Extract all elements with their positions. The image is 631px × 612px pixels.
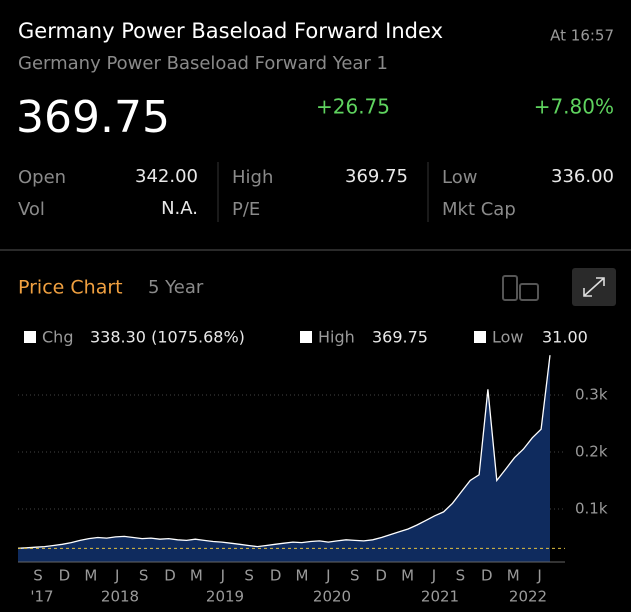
x-tick-label: S — [244, 567, 254, 585]
area — [18, 355, 550, 562]
x-tick-label: J — [431, 567, 436, 585]
subtitle: Germany Power Baseload Forward Year 1 — [18, 53, 388, 74]
x-tick-label: J — [220, 567, 225, 585]
x-tick-label: D — [481, 567, 493, 585]
price: 369.75 — [16, 92, 170, 143]
stat-label: Low — [442, 167, 477, 188]
year-label: '17 — [30, 588, 53, 606]
x-tick-label: M — [190, 567, 203, 585]
legend-swatch — [300, 331, 312, 343]
legend-value: 31.00 — [542, 328, 588, 347]
stat-label: Mkt Cap — [442, 199, 516, 220]
change-pct: +7.80% — [534, 95, 614, 119]
x-tick-label: D — [375, 567, 387, 585]
stat-value: 336.00 — [551, 166, 614, 187]
x-tick-label: S — [456, 567, 466, 585]
y-tick-label: 0.3k — [575, 386, 608, 404]
stat-label: P/E — [232, 199, 260, 220]
x-tick-label: D — [164, 567, 176, 585]
x-tick-label: M — [296, 567, 309, 585]
year-label: 2022 — [509, 588, 547, 606]
stat-label: Vol — [18, 199, 45, 220]
x-tick-label: S — [139, 567, 149, 585]
x-tick-label: M — [401, 567, 414, 585]
x-tick-label: S — [350, 567, 360, 585]
x-tick-label: J — [536, 567, 541, 585]
stat-value: N.A. — [161, 198, 198, 219]
legend-label: Chg — [42, 328, 73, 347]
time: At 16:57 — [550, 27, 614, 45]
title: Germany Power Baseload Forward Index — [18, 19, 443, 43]
year-label: 2020 — [313, 588, 351, 606]
y-tick-label: 0.1k — [575, 500, 608, 518]
legend-value: 369.75 — [372, 328, 428, 347]
stat-value: 342.00 — [135, 166, 198, 187]
stat-label: High — [232, 167, 273, 188]
chart-title: Price Chart — [18, 277, 123, 299]
legend-label: High — [318, 328, 355, 347]
legend-value: 338.30 (1075.68%) — [90, 328, 245, 347]
year-label: 2018 — [101, 588, 139, 606]
stat-label: Open — [18, 167, 66, 188]
year-label: 2019 — [206, 588, 244, 606]
stat-value: 369.75 — [345, 166, 408, 187]
price-chart: Chg 338.30 (1075.68%) High 369.75 Low 31.00 0.… — [17, 328, 608, 606]
x-tick-label: M — [84, 567, 97, 585]
expand-button[interactable] — [572, 268, 616, 306]
x-tick-label: J — [325, 567, 330, 585]
x-tick-label: D — [270, 567, 282, 585]
price-line — [17, 355, 551, 549]
chart-period[interactable]: 5 Year — [148, 277, 204, 298]
x-tick-label: J — [114, 567, 119, 585]
x-tick-label: S — [33, 567, 43, 585]
year-label: 2021 — [421, 588, 459, 606]
x-tick-label: M — [507, 567, 520, 585]
legend-swatch — [24, 331, 36, 343]
legend-swatch — [474, 331, 486, 343]
y-tick-label: 0.2k — [575, 443, 608, 461]
change: +26.75 — [316, 95, 390, 119]
compare-icon[interactable] — [502, 275, 539, 301]
x-tick-label: D — [59, 567, 71, 585]
legend-label: Low — [492, 328, 524, 347]
